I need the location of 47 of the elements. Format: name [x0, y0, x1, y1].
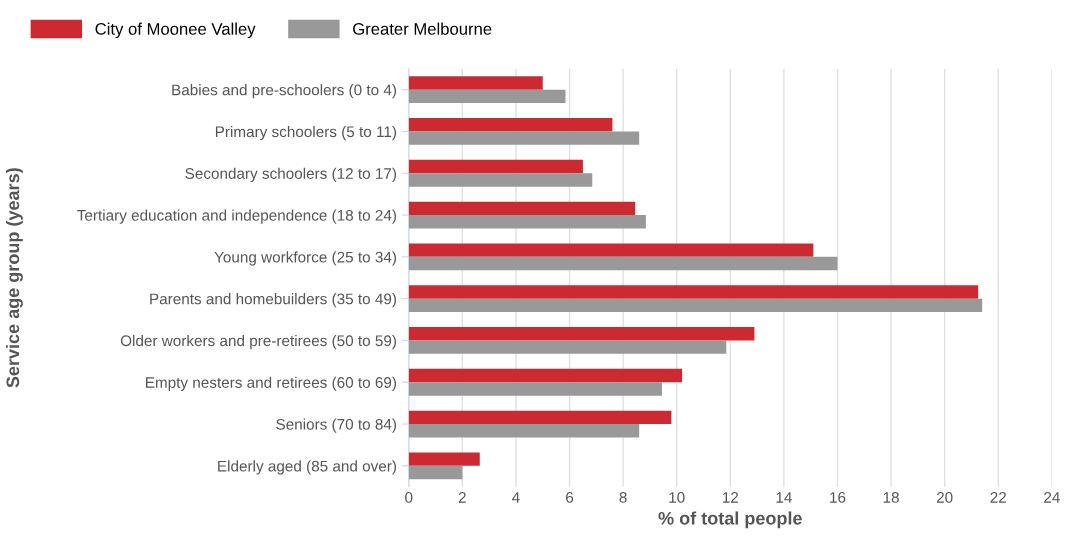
- bar: [408, 382, 662, 396]
- y-tick-label: Babies and pre-schoolers (0 to 4): [172, 84, 397, 99]
- x-tick-label: 12: [722, 492, 739, 503]
- y-tick-label: Elderly aged (85 and over): [218, 460, 397, 475]
- x-tick-label: 6: [566, 492, 574, 503]
- bar: [408, 215, 646, 229]
- x-axis-title: % of total people: [658, 511, 802, 529]
- x-tick-label: 8: [619, 492, 627, 503]
- x-tick-label: 14: [776, 492, 792, 503]
- bar: [408, 76, 543, 90]
- x-tick-label: 16: [830, 492, 846, 503]
- x-tick-label: 22: [990, 492, 1006, 503]
- x-tick-label: 4: [512, 492, 520, 503]
- y-tick-label: Secondary schoolers (12 to 17): [185, 167, 397, 182]
- y-tick-label: Empty nesters and retirees (60 to 69): [146, 376, 397, 391]
- bar: [408, 159, 583, 174]
- bar: [408, 368, 683, 383]
- y-tick-label: Parents and homebuilders (35 to 49): [150, 293, 397, 308]
- x-tick-label: 2: [458, 492, 466, 503]
- bar: [408, 118, 613, 132]
- bar: [408, 465, 463, 480]
- bar: [408, 201, 636, 216]
- y-tick-label: Seniors (70 to 84): [276, 418, 397, 433]
- x-tick-label: 24: [1044, 492, 1060, 503]
- y-axis-title: Service age group (years): [5, 168, 23, 388]
- x-tick-label: 10: [669, 492, 685, 503]
- x-tick-label: 20: [936, 492, 953, 503]
- bar: [408, 298, 983, 313]
- bar: [408, 410, 672, 425]
- bar: [408, 340, 727, 354]
- bar: [408, 424, 640, 438]
- bar: [408, 89, 566, 104]
- legend-label: Greater Melbourne: [353, 22, 492, 35]
- y-tick-label: Older workers and pre-retirees (50 to 59): [120, 334, 397, 350]
- bar: [408, 327, 755, 341]
- bar: [408, 131, 640, 145]
- y-tick-label: Young workforce (25 to 34): [214, 251, 397, 266]
- y-tick-label: Tertiary education and independence (18 to 24): [77, 209, 397, 224]
- y-tick-label: Primary schoolers (5 to 11): [215, 125, 397, 141]
- legend-label: City of Moonee Valley: [95, 22, 256, 39]
- bar: [408, 285, 979, 299]
- bar: [408, 243, 814, 257]
- x-tick-label: 0: [405, 492, 413, 503]
- bar: [408, 256, 838, 271]
- bar: [408, 452, 480, 466]
- x-tick-label: 18: [883, 492, 899, 503]
- bar: [408, 173, 593, 187]
